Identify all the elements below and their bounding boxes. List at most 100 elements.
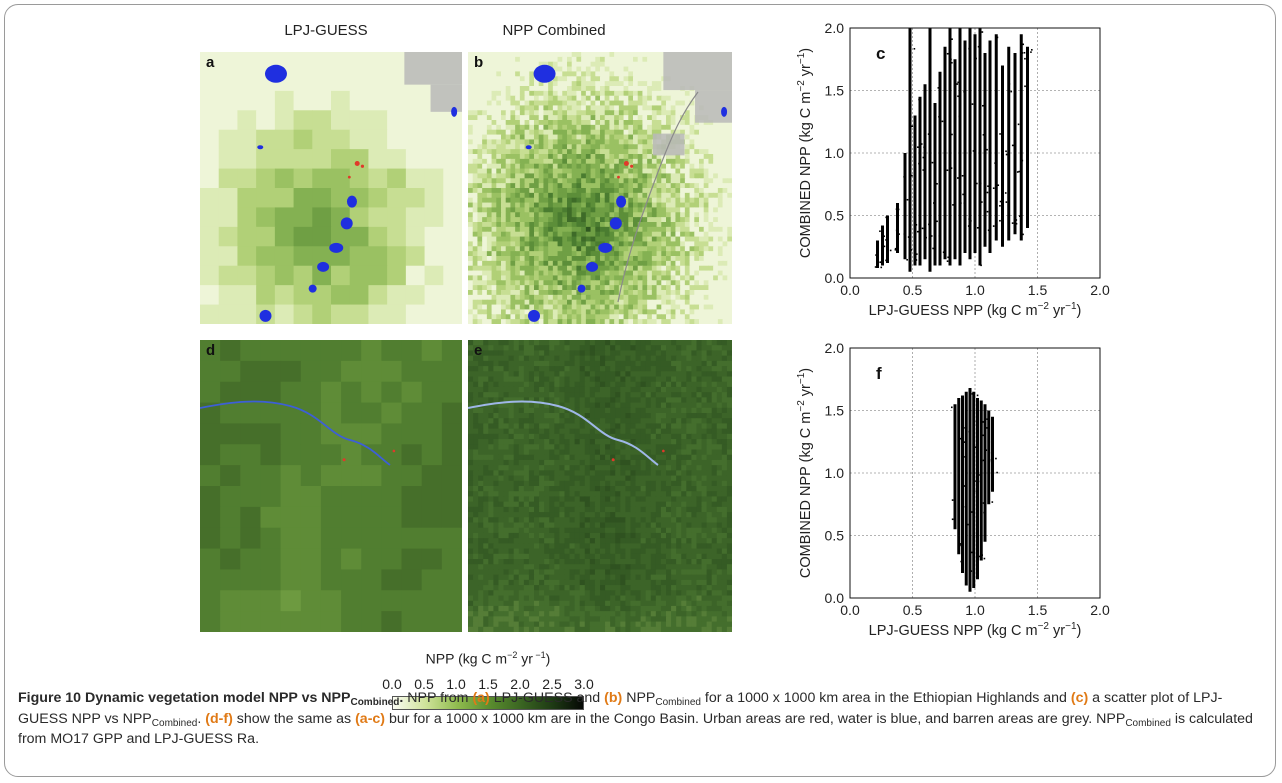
map-cell	[361, 611, 382, 632]
map-cell	[633, 115, 639, 121]
map-cell	[590, 280, 596, 286]
map-cell	[628, 270, 634, 277]
map-cell	[508, 433, 515, 440]
map-cell	[501, 202, 507, 209]
map-cell	[483, 355, 489, 362]
map-cell	[523, 413, 530, 419]
map-cell	[569, 345, 576, 352]
map-cell	[722, 212, 728, 218]
map-cell	[486, 90, 493, 97]
map-cell	[548, 270, 554, 277]
map-cell	[320, 590, 342, 612]
map-cell	[220, 548, 241, 571]
map-cell	[642, 76, 648, 82]
map-cell	[647, 304, 653, 311]
map-cell	[280, 360, 302, 383]
map-cell	[656, 319, 662, 324]
map-cell	[200, 246, 220, 267]
map-cell	[557, 124, 563, 131]
map-cell	[630, 449, 637, 456]
map-cell	[689, 134, 695, 141]
map-cell	[564, 340, 571, 346]
map-cell	[661, 178, 667, 184]
map-cell	[505, 168, 512, 175]
map-cell	[528, 360, 535, 367]
map-cell	[496, 270, 502, 277]
map-cell	[670, 319, 677, 324]
map-cell	[661, 197, 667, 204]
map-cell	[604, 270, 611, 277]
map-cell	[486, 183, 493, 189]
map-cell	[711, 397, 718, 404]
map-cell	[721, 402, 728, 409]
map-cell	[640, 413, 647, 419]
map-cell	[722, 222, 728, 228]
map-cell	[711, 386, 718, 393]
map-cell	[576, 314, 582, 320]
map-cell	[651, 105, 658, 111]
map-cell	[515, 124, 521, 131]
map-cell	[571, 144, 578, 150]
map-cell	[498, 392, 505, 398]
map-cell	[552, 110, 559, 116]
map-cell	[689, 256, 695, 262]
map-cell	[549, 459, 555, 466]
urban-area	[617, 175, 620, 179]
map-cell	[694, 173, 700, 179]
map-cell	[513, 340, 520, 346]
map-cell	[708, 275, 714, 281]
map-cell	[681, 381, 687, 388]
map-cell	[491, 246, 497, 252]
map-cell	[496, 183, 502, 189]
map-cell	[564, 433, 571, 440]
map-cell	[218, 52, 239, 73]
map-cell	[300, 423, 322, 445]
map-cell	[557, 207, 563, 213]
map-cell	[675, 246, 681, 252]
map-cell	[623, 144, 629, 150]
map-cell	[661, 212, 667, 218]
map-cell	[543, 192, 549, 199]
map-cell	[703, 299, 710, 306]
map-cell	[468, 465, 474, 471]
map-cell	[320, 360, 342, 383]
map-cell	[670, 299, 677, 306]
map-d-image	[200, 340, 462, 632]
map-cell	[610, 381, 616, 388]
map-cell	[513, 392, 520, 398]
map-cell	[564, 413, 571, 419]
map-cell	[717, 260, 724, 267]
map-cell	[676, 340, 682, 346]
map-cell	[609, 52, 615, 58]
map-cell	[524, 236, 530, 243]
map-cell	[564, 465, 571, 471]
map-cell	[585, 154, 592, 160]
map-cell	[625, 340, 632, 346]
map-cell	[656, 110, 662, 116]
map-cell	[727, 173, 732, 179]
map-cell	[576, 76, 582, 82]
map-cell	[519, 158, 526, 165]
map-cell	[675, 110, 681, 116]
map-cell	[482, 95, 488, 102]
map-cell	[472, 134, 479, 141]
map-cell	[571, 158, 578, 165]
map-cell	[529, 192, 535, 199]
map-cell	[661, 168, 667, 175]
map-cell	[604, 222, 611, 228]
map-cell	[538, 139, 545, 145]
map-cell	[584, 454, 591, 461]
map-cell	[557, 115, 563, 121]
map-cell	[600, 402, 606, 409]
map-cell	[600, 168, 606, 175]
map-cell	[609, 56, 615, 63]
map-cell	[642, 217, 648, 223]
map-cell	[711, 459, 718, 466]
map-cell	[567, 188, 573, 194]
map-cell	[642, 110, 648, 116]
map-cell	[604, 314, 611, 320]
water-body	[598, 242, 613, 253]
map-cell	[671, 340, 677, 346]
map-cell	[647, 120, 653, 126]
map-cell	[610, 407, 616, 414]
